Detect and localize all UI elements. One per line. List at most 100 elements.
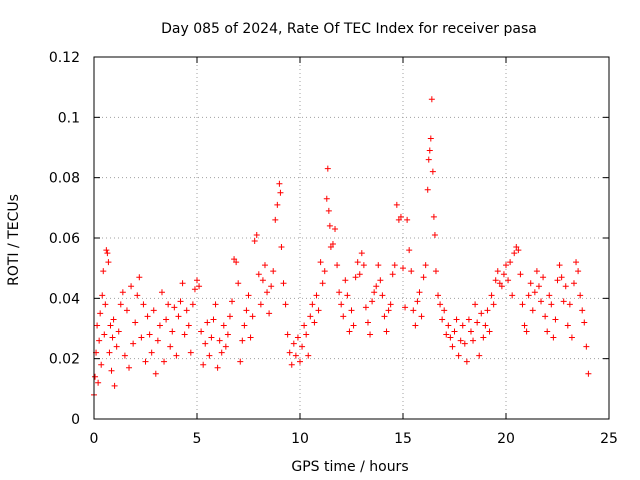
data-point	[505, 277, 512, 284]
data-point	[402, 304, 409, 311]
data-point	[554, 277, 561, 284]
data-point	[435, 292, 442, 299]
data-point	[208, 334, 215, 341]
data-point	[535, 283, 542, 290]
data-point	[278, 244, 285, 251]
data-point	[500, 271, 507, 278]
y-axis-label: ROTI / TECUs	[6, 194, 22, 286]
data-point	[360, 262, 367, 269]
data-point	[461, 340, 468, 347]
data-point	[245, 292, 252, 299]
data-point	[270, 268, 277, 275]
x-tick-labels: 0 5 10 15 20 25	[90, 431, 618, 447]
data-point	[259, 277, 266, 284]
y-tick-label: 0	[71, 412, 80, 428]
data-point	[226, 313, 233, 320]
data-point	[97, 310, 104, 317]
data-point	[140, 301, 147, 308]
data-point	[364, 319, 371, 326]
data-point	[284, 331, 291, 338]
data-point	[266, 310, 273, 317]
data-point	[109, 334, 116, 341]
data-point	[467, 328, 474, 335]
data-point	[529, 307, 536, 314]
data-point	[276, 180, 283, 187]
data-point	[457, 337, 464, 344]
data-point	[218, 349, 225, 356]
data-points	[91, 96, 592, 398]
data-point	[377, 277, 384, 284]
data-point	[542, 313, 549, 320]
data-point	[305, 352, 312, 359]
data-point	[231, 256, 238, 263]
data-point	[350, 322, 357, 329]
data-point	[315, 307, 322, 314]
data-point	[105, 259, 112, 266]
data-point	[544, 328, 551, 335]
data-point	[352, 274, 359, 281]
data-point	[290, 340, 297, 347]
data-point	[465, 316, 472, 323]
data-point	[163, 316, 170, 323]
data-point	[432, 268, 439, 275]
data-point	[274, 201, 281, 208]
data-point	[309, 301, 316, 308]
data-point	[100, 268, 107, 275]
data-point	[556, 262, 563, 269]
data-point	[451, 328, 458, 335]
data-point	[92, 373, 99, 380]
data-point	[358, 250, 365, 257]
data-point	[181, 331, 188, 338]
data-point	[253, 231, 260, 238]
data-point	[272, 216, 279, 223]
data-point	[138, 334, 145, 341]
data-point	[325, 207, 332, 214]
data-point	[95, 379, 102, 386]
data-point	[191, 286, 198, 293]
data-point	[445, 322, 452, 329]
data-point	[198, 328, 205, 335]
data-point	[463, 358, 470, 365]
data-point	[212, 301, 219, 308]
data-point	[427, 135, 434, 142]
data-point	[521, 322, 528, 329]
data-point	[449, 343, 456, 350]
data-point	[247, 334, 254, 341]
data-point	[277, 189, 284, 196]
data-point	[104, 250, 111, 257]
data-point	[585, 370, 592, 377]
data-point	[340, 313, 347, 320]
data-point	[515, 247, 522, 254]
data-point	[101, 331, 108, 338]
data-point	[189, 301, 196, 308]
data-point	[492, 277, 499, 284]
data-point	[531, 289, 538, 296]
data-point	[371, 289, 378, 296]
data-point	[494, 268, 501, 275]
data-point	[356, 271, 363, 278]
data-point	[255, 271, 262, 278]
y-tick-labels: 0 0.02 0.04 0.06 0.08 0.1 0.12	[49, 50, 80, 428]
data-point	[136, 274, 143, 281]
x-tick-label: 25	[600, 431, 618, 447]
data-point	[299, 343, 306, 350]
data-point	[562, 283, 569, 290]
data-point	[564, 322, 571, 329]
data-point	[484, 307, 491, 314]
data-point	[486, 328, 493, 335]
data-point	[406, 247, 413, 254]
data-point	[488, 292, 495, 299]
data-point	[583, 343, 590, 350]
data-point	[439, 316, 446, 323]
y-tick-label: 0.06	[49, 231, 80, 247]
data-point	[579, 307, 586, 314]
data-point	[214, 364, 221, 371]
data-point	[119, 289, 126, 296]
grid-lines	[94, 57, 609, 419]
data-point	[297, 358, 303, 365]
data-point	[324, 165, 331, 172]
data-point	[224, 331, 231, 338]
data-point	[513, 244, 520, 251]
data-point	[329, 241, 336, 248]
data-point	[110, 316, 117, 323]
